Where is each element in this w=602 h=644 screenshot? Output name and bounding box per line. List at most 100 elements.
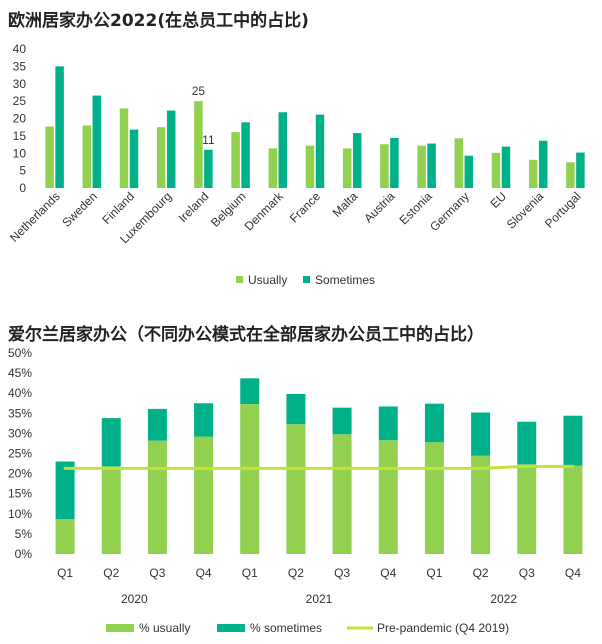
quarter-label: Q4 [565,566,581,580]
bar-usually-netherlands [45,126,54,188]
stacked-bar-usually [332,434,352,554]
bar-usually-france [305,145,315,188]
quarter-label: Q3 [334,566,350,580]
legend-label-usually: Usually [248,273,287,287]
stacked-bar-usually [240,404,260,554]
quarter-label: Q4 [380,566,396,580]
legend-swatch-sometimes [217,624,245,632]
bar-sometimes-belgium [241,122,250,188]
category-label: Austria [361,189,398,226]
bar-sometimes-germany [464,155,474,188]
bar-sometimes-austria [390,137,399,188]
stacked-bar-sometimes [147,408,167,441]
y-tick-label: 20 [13,112,27,126]
y-tick-label: 25 [13,94,27,108]
bar-sometimes-eu [501,146,511,188]
stacked-bar-sometimes [563,415,583,466]
stacked-bar-usually [147,440,167,554]
y-tick-label: 0 [19,181,26,195]
bar-sometimes-slovenia [538,140,548,188]
category-label: EU [487,189,509,211]
category-label: Portugal [542,189,584,231]
y-tick-label: 0% [15,547,33,561]
legend-label-sometimes: Sometimes [315,273,375,287]
stacked-bar-usually [424,442,444,554]
year-label: 2022 [490,592,517,606]
category-label: Germany [427,189,472,234]
bar-usually-sweden [82,125,92,188]
stacked-bar-sometimes [55,461,75,520]
bar-sometimes-denmark [278,112,288,188]
quarter-label: Q1 [242,566,258,580]
bar-usually-finland [119,108,129,188]
y-tick-label: 30 [13,77,27,91]
legend-swatch-sometimes [303,276,310,283]
y-tick-label: 45% [8,366,32,380]
bar-usually-austria [380,144,389,188]
stacked-bar-usually [55,519,75,554]
legend-swatch-usually [106,624,134,632]
category-label: Netherlands [7,189,63,245]
quarter-label: Q2 [473,566,489,580]
stacked-bar-usually [563,465,583,554]
data-label: 11 [202,133,215,147]
y-tick-label: 35% [8,406,32,420]
category-label: Slovenia [504,189,547,232]
quarter-label: Q1 [57,566,73,580]
pre-pandemic-line [63,464,575,470]
stacked-bar-usually [378,440,398,554]
stacked-bar-sometimes [471,412,491,456]
quarter-label: Q4 [196,566,212,580]
bar-sometimes-sweden [92,95,102,188]
stacked-bar-sometimes [286,394,306,425]
bar-sometimes-portugal [576,152,585,188]
bar-usually-ireland [194,101,203,188]
category-label: Denmark [242,189,287,234]
stacked-bar-usually [517,464,537,554]
y-tick-label: 25% [8,447,32,461]
bar-usually-estonia [417,145,426,188]
y-tick-label: 20% [8,467,32,481]
stacked-bar-usually [101,466,121,554]
category-label: Sweden [59,189,100,230]
stacked-bar-sometimes [240,378,260,405]
chart1-title: 欧洲居家办公2022(在总员工中的占比) [8,11,309,31]
stacked-bar-usually [194,436,214,554]
bar-usually-germany [454,138,464,188]
bar-usually-denmark [268,148,278,188]
bar-usually-luxembourg [156,127,166,188]
category-label: Malta [330,189,361,220]
year-label: 2021 [306,592,333,606]
y-tick-label: 5% [15,527,33,541]
legend-label-pre-pandemic-q4-2019: Pre-pandemic (Q4 2019) [377,621,509,635]
quarter-label: Q2 [103,566,119,580]
bar-usually-malta [342,148,352,188]
legend-label-sometimes: % sometimes [250,621,322,635]
bar-sometimes-malta [352,133,362,188]
data-label: 25 [192,84,206,98]
bar-sometimes-france [315,114,325,188]
stacked-bar-usually [471,455,491,554]
bar-sometimes-estonia [427,143,436,188]
bar-sometimes-netherlands [55,66,64,188]
y-tick-label: 50% [8,346,32,360]
y-tick-label: 30% [8,426,32,440]
y-tick-label: 10% [8,507,32,521]
bar-sometimes-ireland [204,149,213,188]
y-tick-label: 35 [13,59,27,73]
category-label: Ireland [176,189,212,225]
stacked-bar-sometimes [424,403,444,443]
bar-usually-portugal [566,162,575,188]
bar-sometimes-luxembourg [166,110,176,188]
stacked-bar-usually [286,424,306,554]
bar-usually-slovenia [528,159,538,188]
y-tick-label: 15% [8,487,32,501]
quarter-label: Q3 [519,566,535,580]
quarter-label: Q2 [288,566,304,580]
stacked-bar-sometimes [332,407,352,435]
y-tick-label: 10 [13,146,27,160]
quarter-label: Q1 [426,566,442,580]
y-tick-label: 40% [8,386,32,400]
year-label: 2020 [121,592,148,606]
